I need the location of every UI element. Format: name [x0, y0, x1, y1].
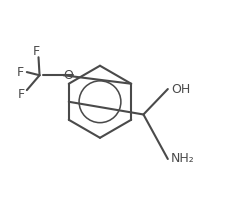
Text: F: F [33, 45, 40, 59]
Text: OH: OH [171, 82, 190, 96]
Text: F: F [17, 66, 24, 79]
Text: NH₂: NH₂ [171, 152, 195, 166]
Text: F: F [18, 88, 25, 101]
Text: O: O [63, 69, 73, 82]
